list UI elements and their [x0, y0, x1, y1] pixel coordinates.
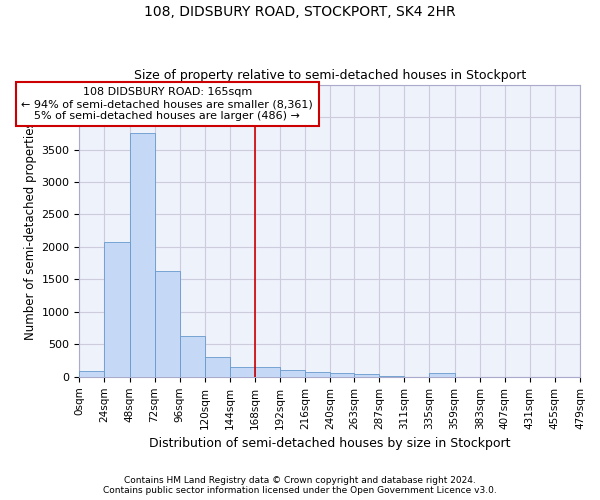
Bar: [130, 134, 155, 377]
Text: 108 DIDSBURY ROAD: 165sqm
← 94% of semi-detached houses are smaller (8,361)
5% o: 108 DIDSBURY ROAD: 165sqm ← 94% of semi-…: [21, 88, 313, 120]
Bar: [430, 373, 455, 377]
Bar: [379, 376, 404, 377]
Bar: [230, 367, 255, 377]
Text: Contains HM Land Registry data © Crown copyright and database right 2024.
Contai: Contains HM Land Registry data © Crown c…: [103, 476, 497, 495]
Text: 108, DIDSBURY ROAD, STOCKPORT, SK4 2HR: 108, DIDSBURY ROAD, STOCKPORT, SK4 2HR: [144, 5, 456, 19]
X-axis label: Distribution of semi-detached houses by size in Stockport: Distribution of semi-detached houses by …: [149, 437, 511, 450]
Bar: [330, 373, 354, 377]
Bar: [155, 272, 179, 377]
Bar: [280, 370, 305, 377]
Title: Size of property relative to semi-detached houses in Stockport: Size of property relative to semi-detach…: [134, 69, 526, 82]
Bar: [205, 357, 230, 377]
Bar: [179, 336, 205, 377]
Bar: [305, 372, 330, 377]
Bar: [104, 242, 130, 377]
Bar: [79, 371, 104, 377]
Bar: [354, 374, 379, 377]
Y-axis label: Number of semi-detached properties: Number of semi-detached properties: [25, 122, 37, 340]
Bar: [255, 368, 280, 377]
